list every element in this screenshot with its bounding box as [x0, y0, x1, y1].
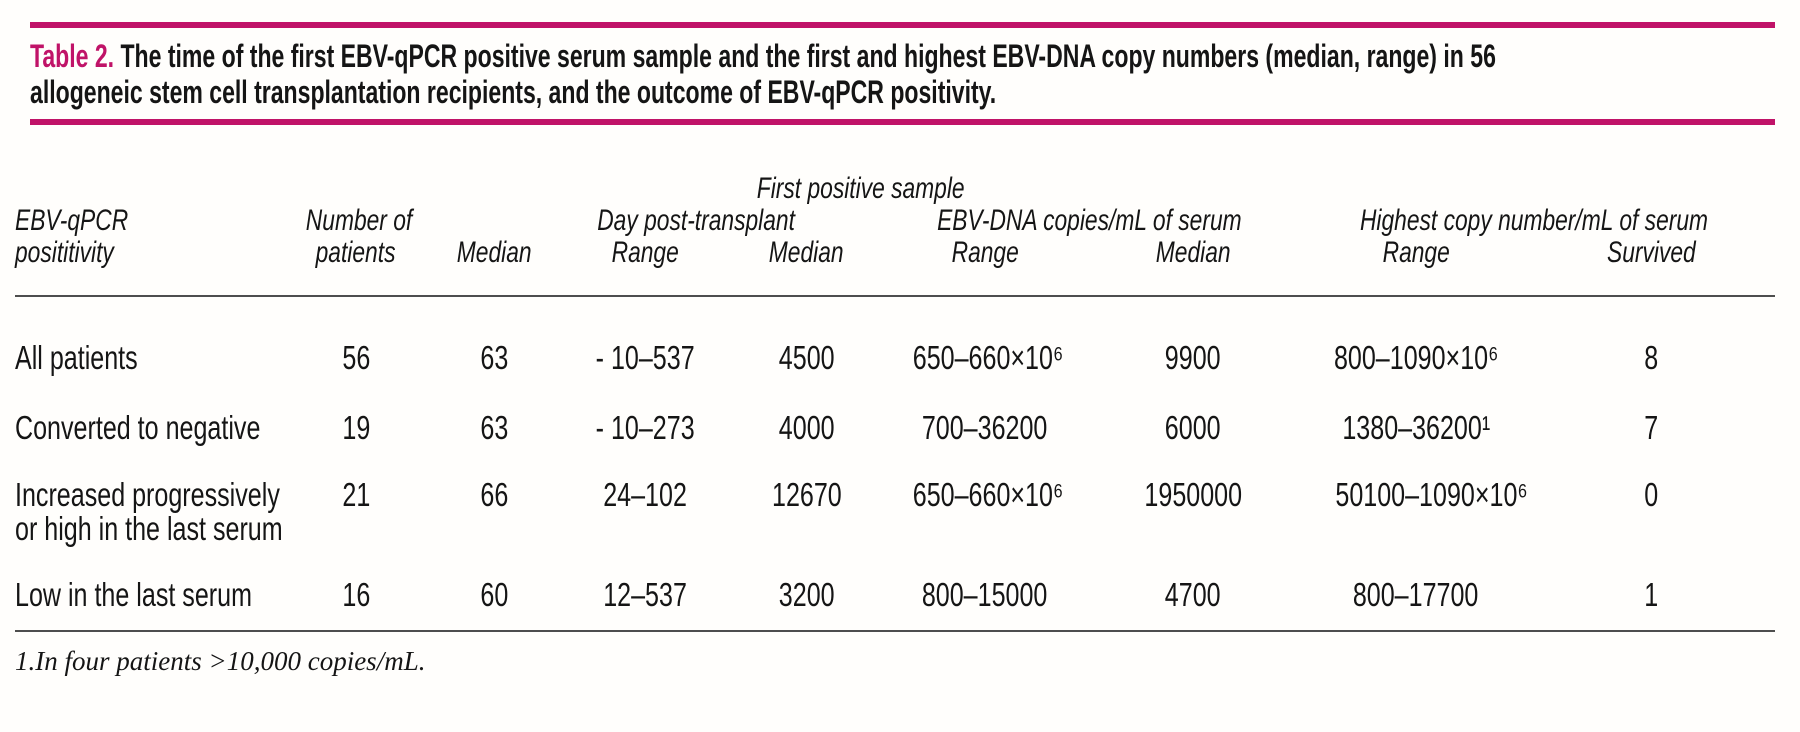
cell-day-median: 60 [423, 546, 566, 632]
caption-text-1: The time of the first EBV-qPCR positive … [114, 38, 1496, 74]
cell-highest-range: 800–17700 [1305, 546, 1527, 632]
th-ebv-dna-copies: EBV-DNA copies/mL of serum [937, 204, 1242, 237]
caption-label: Table 2. [30, 38, 115, 74]
cell-highest-median: 9900 [1165, 339, 1221, 376]
cell-day-median: 63 [480, 339, 509, 376]
cell-copies-range: 650–660×10⁶ [912, 476, 1064, 513]
cell-highest-range: 1380–36200¹ [1342, 409, 1490, 446]
th-median-highest: Median [1081, 237, 1305, 297]
cell-day-median: 63 [480, 409, 509, 446]
column-header-row: posititivity patients Median Range Media… [15, 237, 1775, 297]
header-spacer [1081, 171, 1305, 205]
cell-copies-range: 650–660×10⁶ [912, 339, 1064, 376]
cell-patients: 21 [342, 476, 370, 513]
cell-survived: 1 [1527, 546, 1775, 632]
cell-survived: 8 [1644, 339, 1658, 376]
cell-day-range: - 10–537 [595, 339, 695, 376]
th-range-highest: Range [1305, 237, 1527, 297]
cell-patients: 19 [342, 409, 370, 446]
header-spacer [1527, 171, 1775, 205]
th-median-copies: Median [724, 237, 889, 297]
th-row-label-line2: posititivity [15, 237, 289, 297]
cell-label: Converted to negative [15, 409, 261, 446]
cell-label: Increased progressively or high in the l… [15, 476, 283, 547]
th-range-copies: Range [889, 237, 1081, 297]
cell-survived: 0 [1644, 476, 1658, 513]
th-range-day: Range [566, 237, 724, 297]
cell-copies-median: 3200 [724, 546, 889, 632]
th-median-day: Median [423, 237, 566, 297]
caption-text-2: allogeneic stem cell transplantation rec… [30, 74, 997, 110]
cell-copies-range: 800–15000 [889, 546, 1081, 632]
ebv-qpcr-table: First positive sample EBV-qPCR Number of… [15, 171, 1775, 632]
table-footnote: 1.In four patients >10,000 copies/mL. [15, 646, 426, 676]
table-row-converted-negative: Converted to negative 19 63 - 10–273 400… [15, 375, 1775, 445]
header-spacer [566, 171, 724, 205]
table-row-increased-progressively: Increased progressively or high in the l… [15, 445, 1775, 546]
cell-label: Low in the last serum [15, 546, 289, 632]
th-patients: patients [289, 237, 423, 297]
cell-highest-median: 4700 [1081, 546, 1305, 632]
cell-copies-median: 4000 [778, 409, 835, 446]
cell-copies-median: 12670 [771, 476, 842, 513]
cell-patients: 56 [342, 339, 370, 376]
group-header-row-top: First positive sample [15, 171, 1775, 205]
table-row-all-patients: All patients 56 63 - 10–537 4500 650–660… [15, 296, 1775, 375]
caption-magenta-rule [30, 119, 1775, 125]
caption-line-1: Table 2. The time of the first EBV-qPCR … [30, 38, 1775, 74]
cell-copies-median: 4500 [778, 339, 835, 376]
th-row-label-line1: EBV-qPCR [15, 204, 129, 237]
th-number-of: Number of [305, 204, 413, 237]
cell-day-range: 12–537 [566, 546, 724, 632]
header-spacer [423, 205, 566, 237]
th-survived: Survived [1527, 237, 1775, 297]
cell-patients: 16 [289, 546, 423, 632]
header-spacer [15, 171, 289, 205]
cell-copies-range: 700–36200 [922, 409, 1048, 446]
cell-survived: 7 [1644, 409, 1658, 446]
cell-highest-median: 6000 [1165, 409, 1221, 446]
cell-day-range: - 10–273 [595, 409, 695, 446]
group-header-row: EBV-qPCR Number of Day post-transplant E… [15, 205, 1775, 237]
cell-highest-range: 800–1090×10⁶ [1333, 339, 1499, 376]
th-highest-copy-number: Highest copy number/mL of serum [1359, 204, 1709, 237]
cell-day-median: 66 [480, 476, 509, 513]
header-spacer [423, 171, 566, 205]
cell-highest-range: 50100–1090×10⁶ [1335, 476, 1528, 513]
caption-line-2: allogeneic stem cell transplantation rec… [30, 74, 1775, 110]
th-day-post-transplant: Day post-transplant [597, 204, 795, 237]
top-magenta-rule [30, 22, 1775, 28]
header-spacer [1305, 171, 1527, 205]
table-row-low-last-serum: Low in the last serum 16 60 12–537 3200 … [15, 546, 1775, 632]
table-caption: Table 2. The time of the first EBV-qPCR … [30, 38, 1775, 110]
cell-highest-median: 1950000 [1144, 476, 1242, 513]
cell-day-range: 24–102 [603, 476, 687, 513]
th-first-positive-sample: First positive sample [756, 172, 965, 205]
cell-label: All patients [15, 339, 138, 376]
header-spacer [289, 171, 423, 205]
